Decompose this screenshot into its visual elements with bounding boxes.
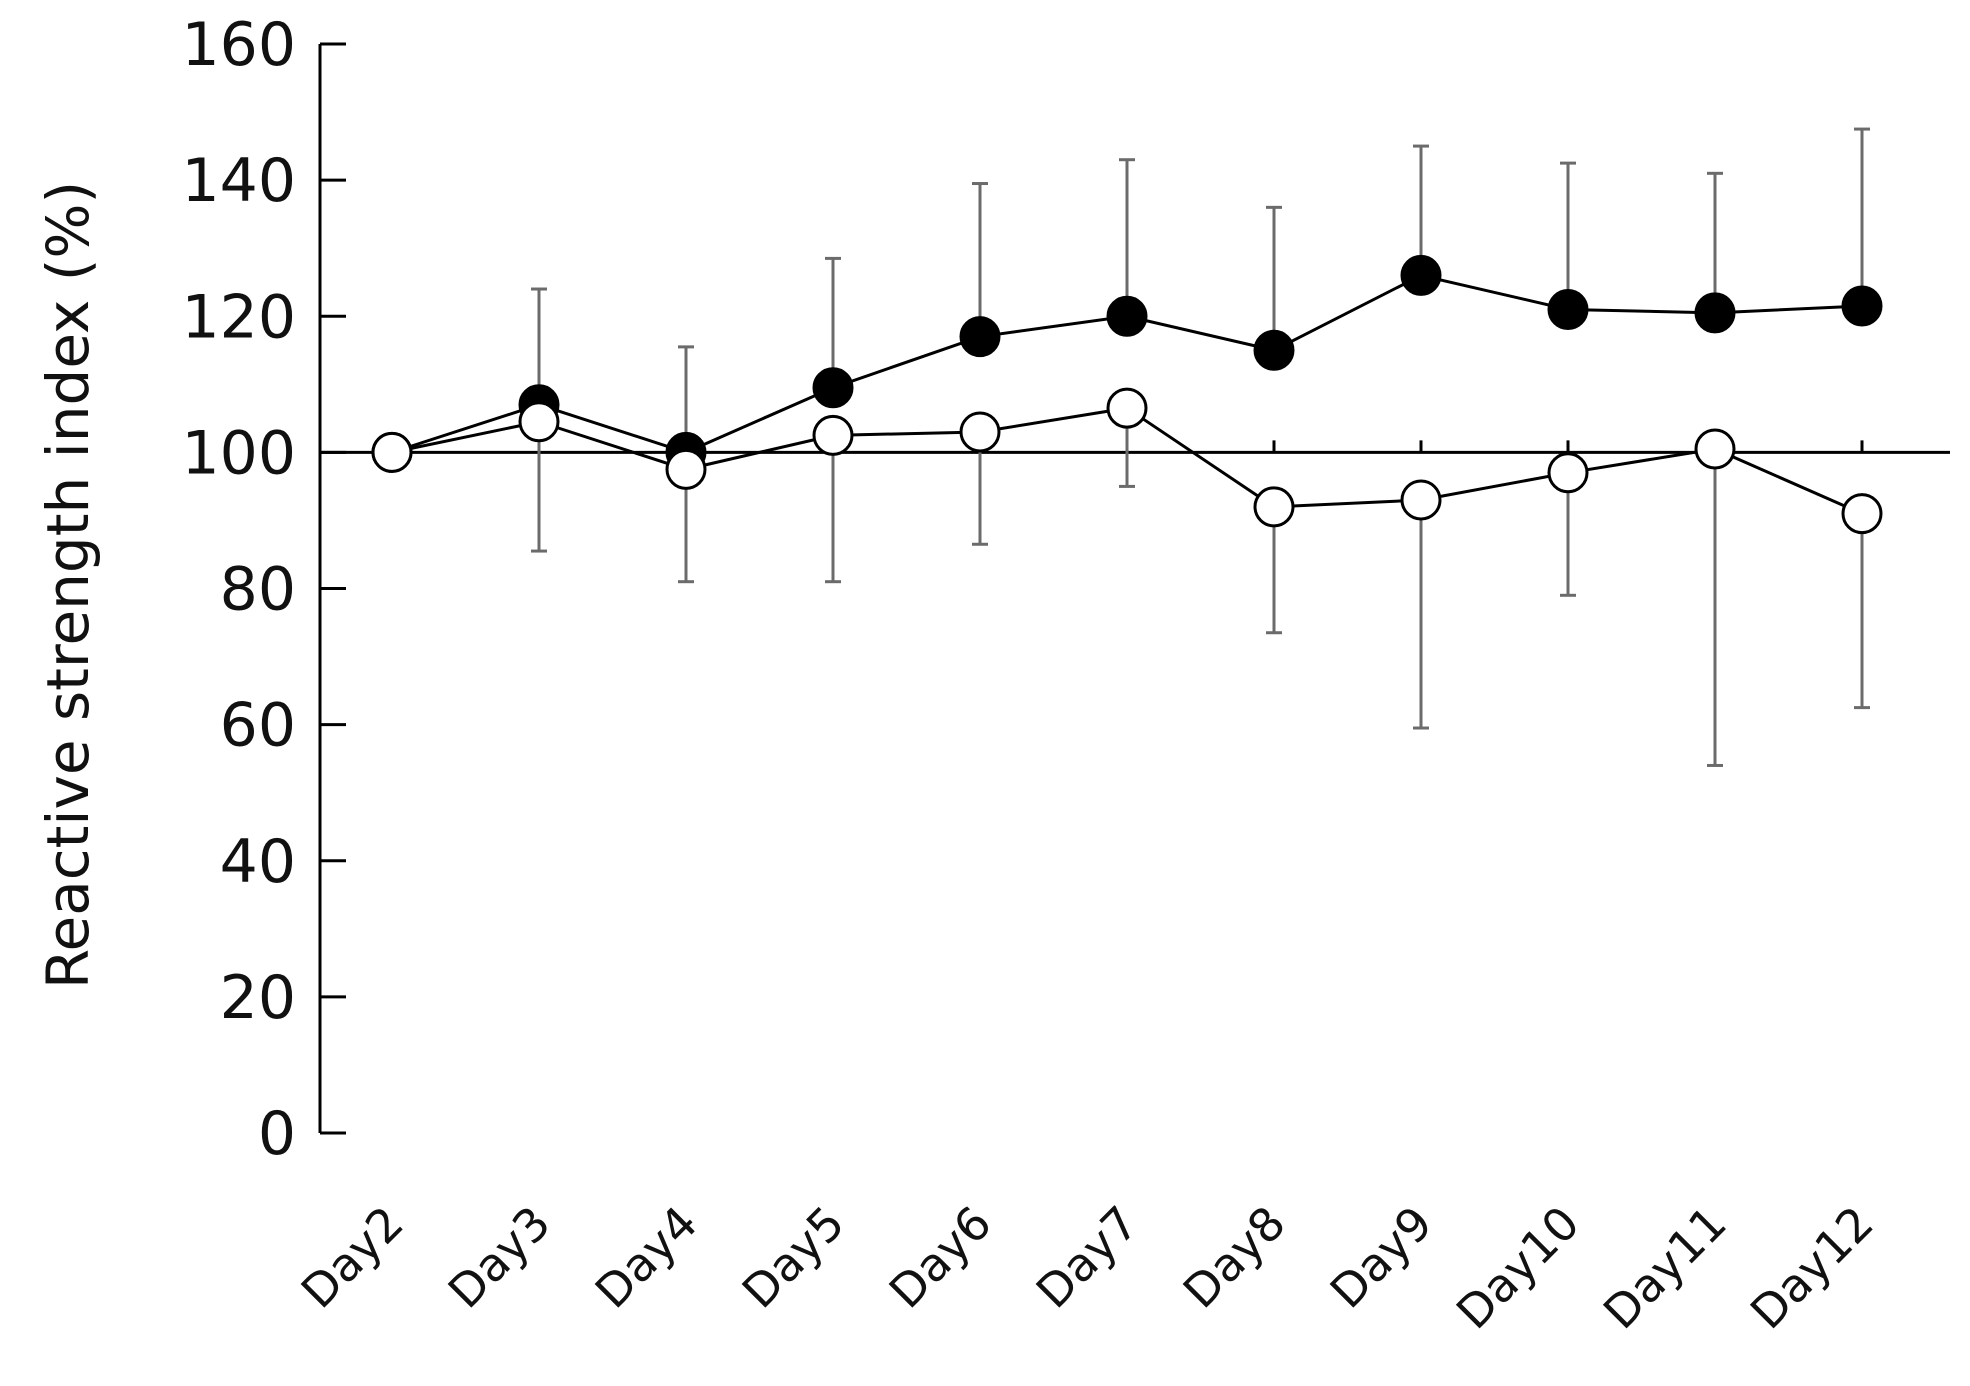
- y-tick-label: 140: [181, 146, 296, 216]
- data-point-open: [518, 401, 560, 443]
- data-point-filled: [1253, 329, 1295, 371]
- x-tick-label: Day2: [291, 1196, 414, 1319]
- data-point-open: [371, 431, 413, 473]
- y-tick-label: 100: [181, 418, 296, 488]
- x-tick-label: Day6: [879, 1196, 1002, 1319]
- data-point-open: [1841, 493, 1883, 535]
- data-point-filled: [1841, 285, 1883, 327]
- data-points: [371, 254, 1883, 535]
- x-tick-label: Day10: [1446, 1196, 1590, 1340]
- y-tick-label: 80: [220, 555, 296, 625]
- data-point-open: [812, 414, 854, 456]
- data-point-filled: [959, 316, 1001, 358]
- data-point-filled: [1106, 295, 1148, 337]
- data-point-filled: [1547, 288, 1589, 330]
- data-point-open: [1400, 479, 1442, 521]
- y-tick-label: 20: [220, 963, 296, 1033]
- data-point-open: [1694, 428, 1736, 470]
- x-tick-label: Day11: [1593, 1196, 1737, 1340]
- data-point-filled: [1694, 292, 1736, 334]
- y-tick-label: 60: [220, 691, 296, 761]
- data-point-open: [1547, 452, 1589, 494]
- x-tick-label: Day4: [585, 1196, 708, 1319]
- y-axis-title: Reactive strength index (%): [34, 181, 102, 989]
- x-tick-label: Day3: [438, 1196, 561, 1319]
- error-bars: [531, 127, 1870, 767]
- data-point-open: [959, 411, 1001, 453]
- x-tick-label: Day5: [732, 1196, 855, 1319]
- data-point-open: [1106, 387, 1148, 429]
- y-tick-label: 40: [220, 827, 296, 897]
- x-tick-label: Day9: [1320, 1196, 1443, 1319]
- data-point-filled: [1400, 254, 1442, 296]
- y-tick-label: 120: [181, 282, 296, 352]
- y-tick-label: 0: [258, 1099, 296, 1169]
- data-point-filled: [812, 367, 854, 409]
- x-tick-label: Day12: [1740, 1196, 1884, 1340]
- x-tick-label: Day8: [1173, 1196, 1296, 1319]
- y-tick-label: 160: [181, 10, 296, 80]
- data-point-open: [1253, 486, 1295, 528]
- data-point-open: [665, 448, 707, 490]
- x-tick-label: Day7: [1026, 1196, 1149, 1319]
